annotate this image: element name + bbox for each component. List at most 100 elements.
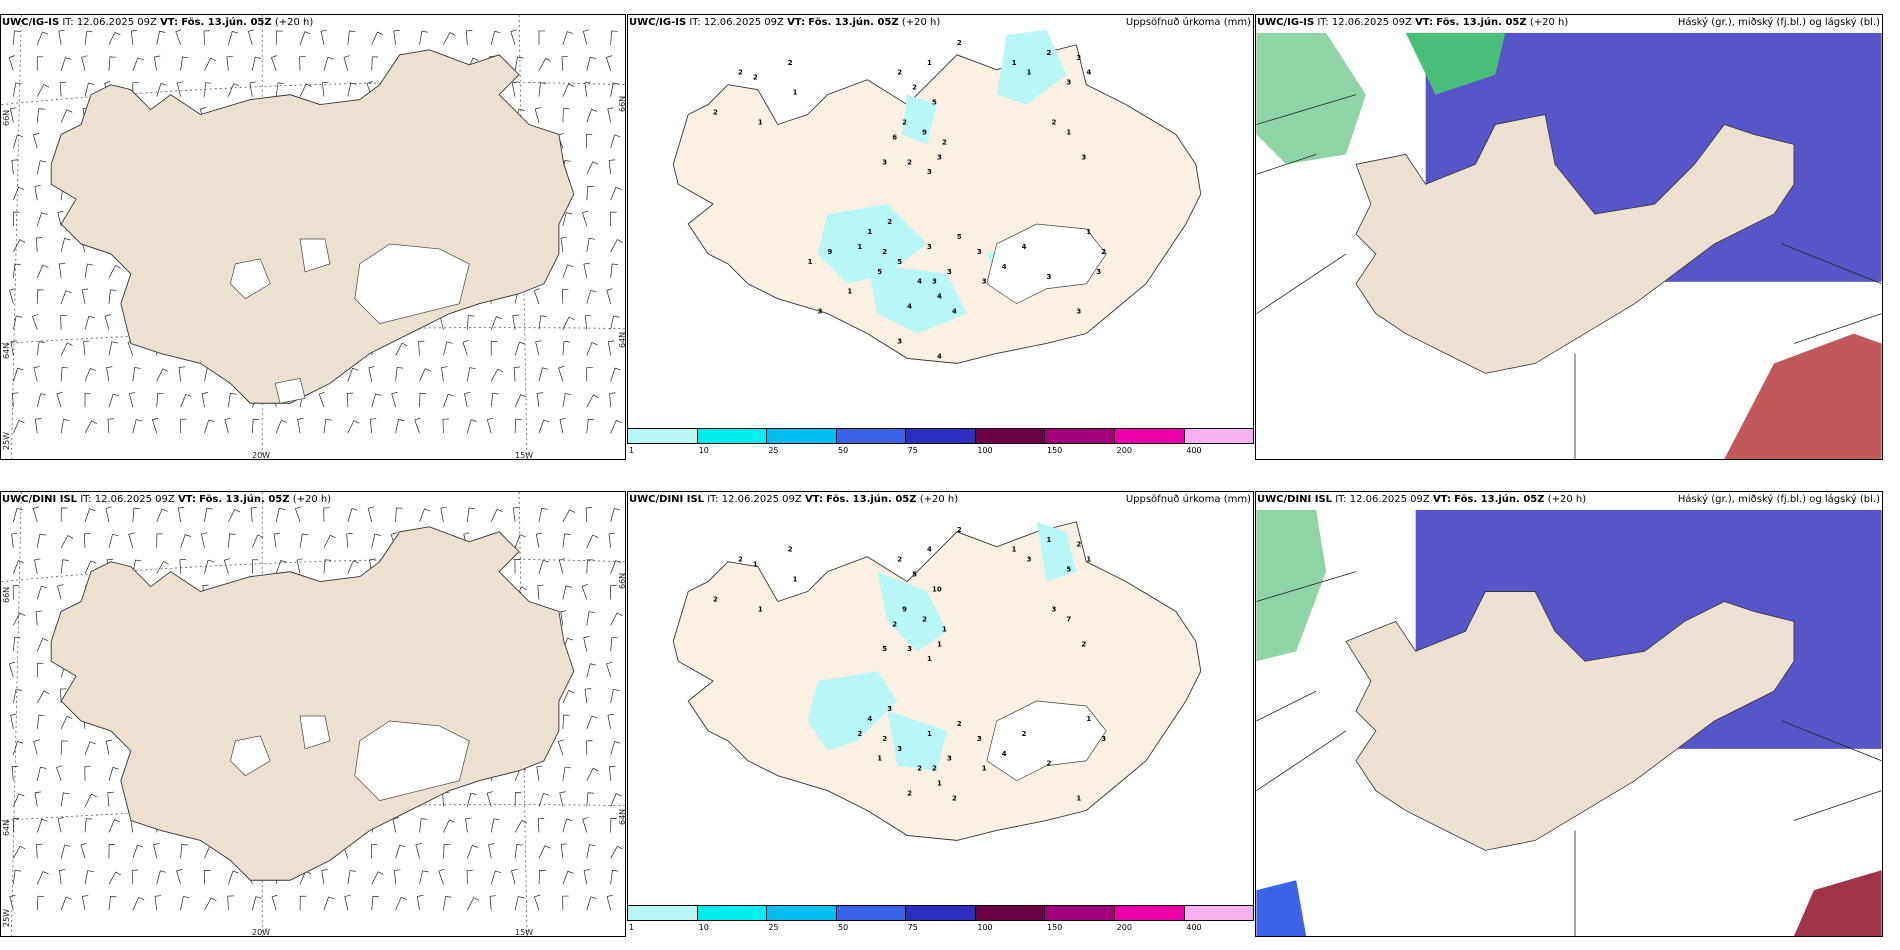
precip-value-label: 1: [1086, 715, 1091, 723]
wind-barb: [586, 792, 594, 807]
wind-barb: [60, 559, 69, 574]
wind-barb: [275, 507, 286, 522]
wind-barb: [36, 289, 44, 304]
wind-barb: [584, 688, 591, 704]
wind-barb: [558, 558, 566, 574]
precip-value-label: 1: [937, 640, 942, 648]
wind-barb: [562, 341, 570, 356]
precip-colorbar: [627, 428, 1254, 444]
wind-barb: [562, 766, 571, 781]
wind-barb: [538, 845, 551, 859]
model-name: UWC/DINI ISL: [2, 494, 78, 505]
wind-barb: [132, 897, 145, 911]
wind-barb: [609, 765, 616, 781]
wind-barb: [562, 818, 573, 833]
lon-label: 25W: [2, 908, 11, 927]
wind-barb: [84, 741, 96, 755]
wind-barb: [251, 418, 260, 434]
precip-value-label: 2: [857, 730, 862, 738]
precip-value-label: 2: [952, 795, 957, 803]
precip-value-label: 3: [1051, 605, 1056, 613]
precip-value-label: 1: [857, 243, 862, 251]
wind-barb: [562, 212, 573, 227]
wind-barb: [395, 367, 404, 382]
wind-barb: [368, 366, 375, 382]
wind-barb: [490, 316, 503, 330]
wind-barb: [582, 29, 590, 45]
wind-barb: [511, 868, 518, 885]
wind-barb: [586, 663, 597, 678]
wind-barb: [344, 894, 351, 911]
wind-barb: [228, 83, 240, 97]
lat-label: 64N: [618, 808, 627, 825]
wind-barb: [584, 314, 592, 330]
precip-value-label: 1: [927, 59, 932, 67]
wind-barb: [299, 895, 307, 911]
precip-value-label: 2: [738, 69, 743, 77]
lat-label: 66N: [618, 95, 627, 112]
wind-barb: [13, 560, 25, 574]
wind-barb: [13, 82, 22, 97]
wind-barb: [11, 532, 18, 548]
valid-time-label: VT:: [1432, 494, 1451, 505]
lat-label: 66N: [618, 572, 627, 589]
wind-barb: [299, 56, 306, 71]
valid-time: Fös. 13.jún. 05Z: [826, 494, 917, 505]
wind-barb: [81, 55, 88, 71]
wind-barb: [607, 107, 614, 123]
precip-value-label: 4: [1022, 243, 1027, 251]
precip-value-label: 3: [1101, 735, 1106, 743]
wind-barb: [392, 817, 399, 833]
init-time: IT: 12.06.2025 09Z: [1317, 17, 1412, 28]
wind-barb: [558, 365, 565, 382]
wind-barb: [36, 341, 46, 356]
wind-barb: [34, 558, 41, 574]
precip-value-label: 2: [887, 218, 892, 226]
wind-barb: [180, 896, 190, 911]
wind-barb: [562, 316, 575, 330]
wind-barb: [10, 107, 17, 123]
wind-barb: [36, 818, 48, 833]
precip-value-label: 2: [1047, 760, 1052, 768]
precip-areas: [807, 521, 1077, 771]
wind-barb: [201, 392, 209, 408]
precip-value-label: 10: [932, 586, 942, 594]
precip-header: UWC/DINI ISL IT: 12.06.2025 09Z VT: Fös.…: [629, 494, 958, 505]
wind-barb: [84, 870, 94, 885]
wind-barb: [562, 585, 572, 600]
wind-barb: [562, 895, 569, 911]
precip-value-label: 4: [1086, 69, 1091, 77]
colorbar-swatch: [975, 906, 1046, 920]
wind-barb: [371, 393, 382, 408]
wind-barb: [108, 56, 116, 71]
wind-barb: [273, 532, 280, 548]
precip-value-label: 1: [793, 576, 798, 584]
wind-barb: [108, 341, 118, 356]
precip-value-label: 1: [1066, 128, 1071, 136]
wind-barb: [108, 819, 121, 833]
wind-barb: [489, 895, 497, 911]
wind-barb: [369, 418, 377, 434]
wind-barb: [586, 559, 594, 574]
glacier-langjokull: [229, 258, 271, 300]
cloud-panel-igis: UWC/IG-IS IT: 12.06.2025 09Z VT: Fös. 13…: [1255, 14, 1883, 460]
wind-barb: [13, 637, 21, 652]
wind-barb: [535, 340, 542, 356]
glacier-hofsjokull: [299, 238, 331, 273]
wind-barb: [156, 870, 167, 885]
projection-lines: [1256, 94, 1882, 459]
wind-barb: [203, 30, 210, 45]
wind-barb: [323, 896, 335, 911]
wind-barb: [442, 418, 449, 434]
colorbar-swatch: [1184, 429, 1254, 443]
wind-barb: [60, 740, 68, 755]
wind-barb: [156, 392, 164, 408]
wind-barb: [466, 897, 480, 911]
wind-barb: [610, 612, 623, 626]
cloud-header: UWC/IG-IS IT: 12.06.2025 09Z VT: Fös. 13…: [1257, 17, 1568, 28]
wind-barb: [156, 368, 169, 382]
wind-barb: [84, 82, 95, 97]
wind-barb: [56, 391, 63, 408]
wind-barb: [490, 341, 498, 356]
wind-barb: [11, 392, 19, 408]
